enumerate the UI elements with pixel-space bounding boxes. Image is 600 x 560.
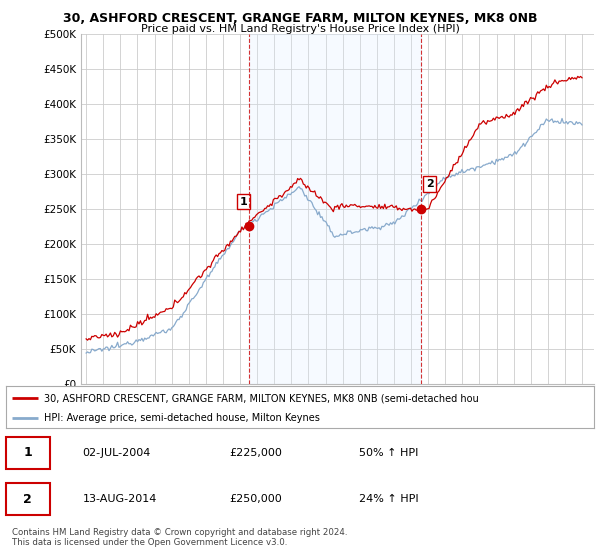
Text: 2: 2 [426, 179, 434, 189]
Text: 24% ↑ HPI: 24% ↑ HPI [359, 494, 418, 504]
Text: £250,000: £250,000 [229, 494, 282, 504]
Text: 1: 1 [23, 446, 32, 459]
FancyBboxPatch shape [6, 437, 50, 469]
Text: 50% ↑ HPI: 50% ↑ HPI [359, 448, 418, 458]
Text: £225,000: £225,000 [229, 448, 283, 458]
Text: 13-AUG-2014: 13-AUG-2014 [82, 494, 157, 504]
FancyBboxPatch shape [6, 483, 50, 515]
Text: HPI: Average price, semi-detached house, Milton Keynes: HPI: Average price, semi-detached house,… [44, 413, 320, 423]
Text: 02-JUL-2004: 02-JUL-2004 [82, 448, 151, 458]
Text: 2: 2 [23, 493, 32, 506]
Text: Price paid vs. HM Land Registry's House Price Index (HPI): Price paid vs. HM Land Registry's House … [140, 24, 460, 34]
Text: Contains HM Land Registry data © Crown copyright and database right 2024.
This d: Contains HM Land Registry data © Crown c… [12, 528, 347, 547]
Text: 30, ASHFORD CRESCENT, GRANGE FARM, MILTON KEYNES, MK8 0NB: 30, ASHFORD CRESCENT, GRANGE FARM, MILTO… [63, 12, 537, 25]
Text: 1: 1 [239, 197, 247, 207]
Text: 30, ASHFORD CRESCENT, GRANGE FARM, MILTON KEYNES, MK8 0NB (semi-detached hou: 30, ASHFORD CRESCENT, GRANGE FARM, MILTO… [44, 393, 479, 403]
Bar [248, 34, 421, 384]
